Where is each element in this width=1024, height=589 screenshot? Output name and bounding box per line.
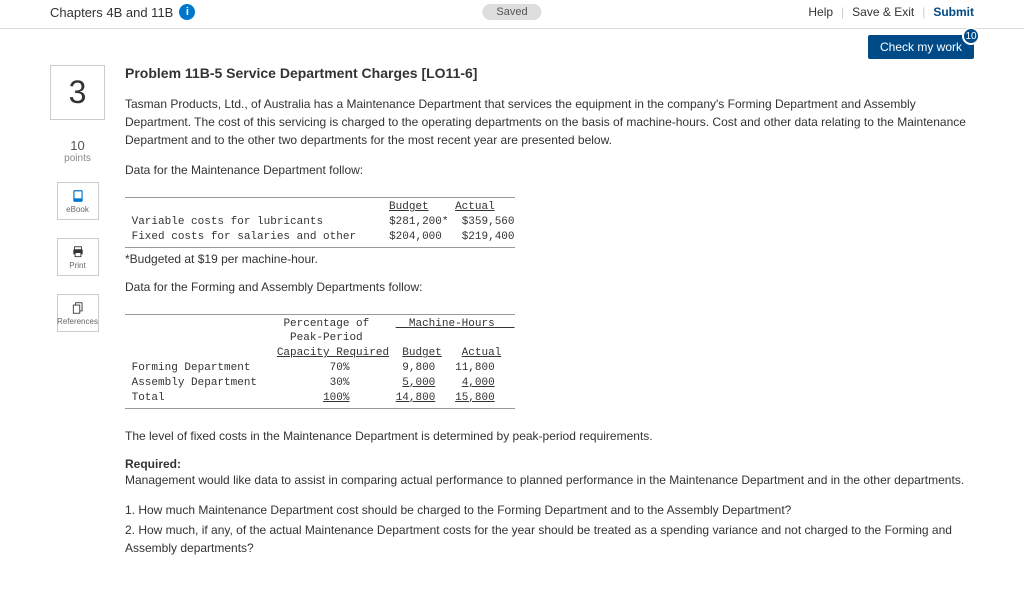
references-button[interactable]: References xyxy=(57,294,99,332)
data1-label: Data for the Maintenance Department foll… xyxy=(125,161,974,179)
check-my-work-button[interactable]: Check my work xyxy=(868,35,974,59)
t2-r3: Total xyxy=(132,392,165,404)
t1-r2-actual: $219,400 xyxy=(462,231,515,243)
top-bar: Chapters 4B and 11B i Saved Help | Save … xyxy=(0,0,1024,29)
saved-indicator: Saved xyxy=(482,4,541,20)
ebook-label: eBook xyxy=(66,205,89,214)
print-button[interactable]: Print xyxy=(57,238,99,276)
separator: | xyxy=(841,5,844,19)
submit-link[interactable]: Submit xyxy=(933,5,974,19)
t1-r1-budget: $281,200* xyxy=(389,216,448,228)
points-block: 10 points xyxy=(64,138,91,164)
t2-r2a: 4,000 xyxy=(462,377,495,389)
book-icon xyxy=(71,189,85,203)
t2-r3a: 15,800 xyxy=(455,392,495,404)
save-exit-link[interactable]: Save & Exit xyxy=(852,5,914,19)
info-icon[interactable]: i xyxy=(179,4,195,20)
copy-icon xyxy=(71,301,85,315)
t1-r2-label: Fixed costs for salaries and other xyxy=(132,231,356,243)
t1-r1-actual: $359,560 xyxy=(462,216,515,228)
ebook-button[interactable]: eBook xyxy=(57,182,99,220)
sub-bar: Check my work 10 xyxy=(0,29,1024,65)
t2-r2: Assembly Department xyxy=(132,377,257,389)
check-badge: 10 xyxy=(962,27,980,45)
chapter-title: Chapters 4B and 11B xyxy=(50,5,173,20)
problem-intro: Tasman Products, Ltd., of Australia has … xyxy=(125,95,974,149)
t2-mh: Machine-Hours xyxy=(409,318,495,330)
points-value: 10 xyxy=(64,138,91,153)
data2-label: Data for the Forming and Assembly Depart… xyxy=(125,278,974,296)
t1-h-budget: Budget xyxy=(389,201,429,213)
left-column: 3 10 points eBook Print References xyxy=(50,65,105,569)
required-heading: Required: xyxy=(125,457,974,471)
departments-table: Percentage of Machine-Hours Peak-Period … xyxy=(125,314,515,409)
t2-hb: Budget xyxy=(402,347,442,359)
t2-r1p: 70% xyxy=(330,362,350,374)
t2-r3b: 14,800 xyxy=(396,392,436,404)
t2-h2: Peak-Period xyxy=(290,332,363,344)
maintenance-table: Budget Actual Variable costs for lubrica… xyxy=(125,197,515,248)
question-1: 1. How much Maintenance Department cost … xyxy=(125,501,974,519)
print-label: Print xyxy=(69,261,85,270)
problem-title: Problem 11B-5 Service Department Charges… xyxy=(125,65,974,81)
t2-h1: Percentage of xyxy=(283,318,369,330)
t1-h-actual: Actual xyxy=(455,201,495,213)
references-label: References xyxy=(57,317,98,326)
t2-r1b: 9,800 xyxy=(402,362,435,374)
t2-r2b: 5,000 xyxy=(402,377,435,389)
main-area: 3 10 points eBook Print References Probl… xyxy=(0,65,1024,589)
required-intro: Management would like data to assist in … xyxy=(125,471,974,489)
fixed-note: The level of fixed costs in the Maintena… xyxy=(125,427,974,445)
footnote-1: *Budgeted at $19 per machine-hour. xyxy=(125,252,974,266)
t2-r3p: 100% xyxy=(323,392,349,404)
t2-r1a: 11,800 xyxy=(455,362,495,374)
printer-icon xyxy=(71,245,85,259)
t2-ha: Actual xyxy=(462,347,502,359)
problem-content: Problem 11B-5 Service Department Charges… xyxy=(125,65,974,569)
t2-r1: Forming Department xyxy=(132,362,251,374)
separator: | xyxy=(922,5,925,19)
help-link[interactable]: Help xyxy=(808,5,833,19)
question-number-box: 3 xyxy=(50,65,105,120)
t2-r2p: 30% xyxy=(330,377,350,389)
t2-h3: Capacity Required xyxy=(277,347,389,359)
t1-r2-budget: $204,000 xyxy=(389,231,442,243)
points-label: points xyxy=(64,153,91,164)
t1-r1-label: Variable costs for lubricants xyxy=(132,216,323,228)
topbar-actions: Help | Save & Exit | Submit xyxy=(808,5,974,19)
